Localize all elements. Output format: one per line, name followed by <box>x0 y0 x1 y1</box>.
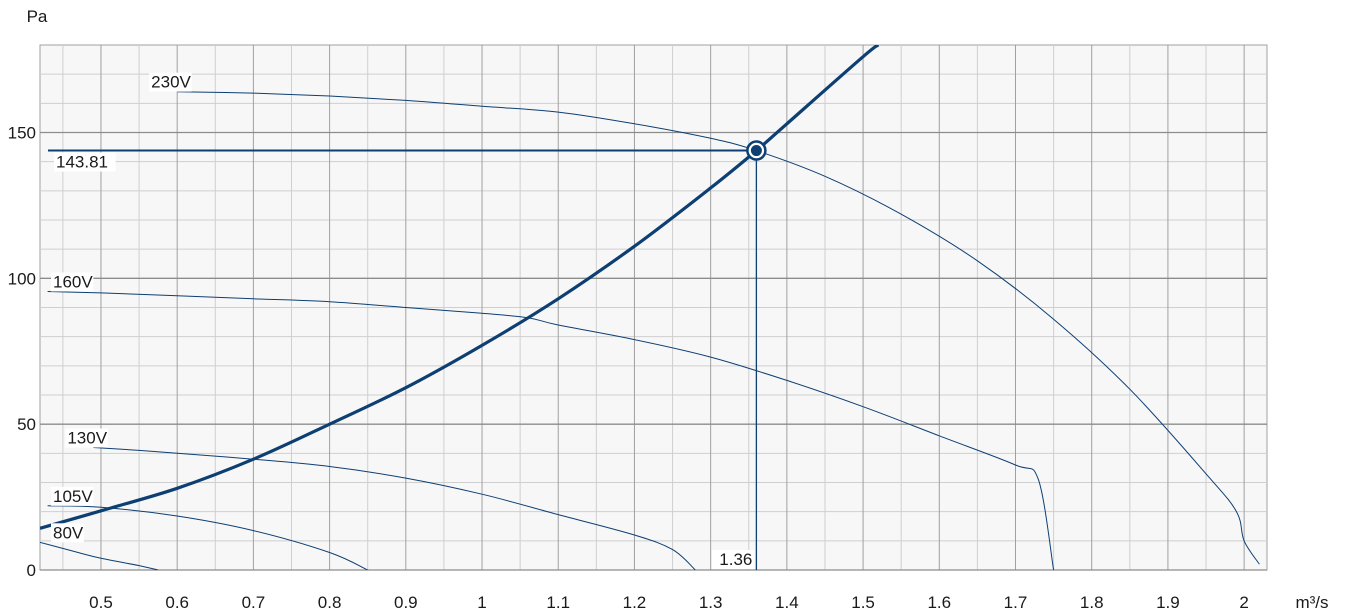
x-tick-label: 0.9 <box>394 593 418 612</box>
curve-label-80v-bg <box>51 523 84 543</box>
operating-point-x-label-bg <box>711 550 755 569</box>
curve-label-160v: 160V <box>51 272 94 292</box>
fan-curves <box>40 45 1260 570</box>
fan-curve-160v <box>47 291 1055 570</box>
x-tick-label: 1.5 <box>851 593 875 612</box>
x-axis-tick-labels: 0.5 0.6 0.7 0.8 0.9 1 1.1 1.2 1.3 1.4 1.5 1.6 1.7 1.8… <box>89 593 1249 612</box>
x-tick-label: 2 <box>1239 593 1248 612</box>
operating-point-y-label: 143.81 <box>54 152 116 172</box>
curve-label-160v-bg <box>51 272 94 292</box>
fan-curve-105v <box>47 505 368 570</box>
y-axis-label: Pa <box>27 7 48 26</box>
x-tick-label: 1.8 <box>1080 593 1104 612</box>
x-tick-label: 0.7 <box>242 593 266 612</box>
operating-point-lines <box>48 140 767 570</box>
operating-point-x-label: 1.36 <box>711 550 755 569</box>
x-tick-label: 1.4 <box>775 593 799 612</box>
curve-label-130v-bg <box>65 428 108 448</box>
operating-point-y-label-text: 143.81 <box>56 153 108 172</box>
curve-label-230v-text: 230V <box>151 73 191 92</box>
x-tick-label: 1.1 <box>546 593 570 612</box>
curve-label-130v: 130V <box>65 428 108 448</box>
x-tick-label: 1.7 <box>1004 593 1028 612</box>
curve-label-80v: 80V <box>51 523 84 543</box>
curve-label-230v: 230V <box>149 72 192 92</box>
x-tick-label: 1.3 <box>699 593 723 612</box>
curve-label-160v-text: 160V <box>53 272 93 291</box>
curve-labels: 230V 160V 130V 105V 80V 143.81 1.36 <box>51 72 755 569</box>
curve-label-230v-bg <box>149 72 192 92</box>
y-axis-tick-labels: 0 50 100 150 <box>8 124 36 581</box>
curve-label-130v-text: 130V <box>67 429 107 448</box>
y-tick-label: 100 <box>8 269 36 288</box>
curve-label-80v-text: 80V <box>53 523 84 542</box>
operating-point-marker <box>750 145 762 157</box>
y-tick-label: 150 <box>8 124 36 143</box>
operating-point-x-label-text: 1.36 <box>719 550 752 569</box>
x-tick-label: 0.5 <box>89 593 113 612</box>
curve-label-105v-bg <box>51 486 94 506</box>
x-tick-label: 1 <box>477 593 486 612</box>
operating-point-y-label-bg <box>54 152 116 172</box>
curve-label-105v-text: 105V <box>53 487 93 506</box>
fan-curve-130v <box>93 447 696 570</box>
x-tick-label: 1.6 <box>927 593 951 612</box>
curve-label-105v: 105V <box>51 486 94 506</box>
fan-curve-80v <box>40 541 159 570</box>
y-tick-label: 0 <box>27 561 36 580</box>
x-tick-label: 1.2 <box>623 593 647 612</box>
system-curve <box>40 45 880 530</box>
x-tick-label: 0.8 <box>318 593 342 612</box>
y-tick-label: 50 <box>17 415 36 434</box>
fan-curve-230v <box>177 91 1260 565</box>
x-axis-label: m³/s <box>1295 593 1328 612</box>
x-tick-label: 0.6 <box>165 593 189 612</box>
x-tick-label: 1.9 <box>1156 593 1180 612</box>
